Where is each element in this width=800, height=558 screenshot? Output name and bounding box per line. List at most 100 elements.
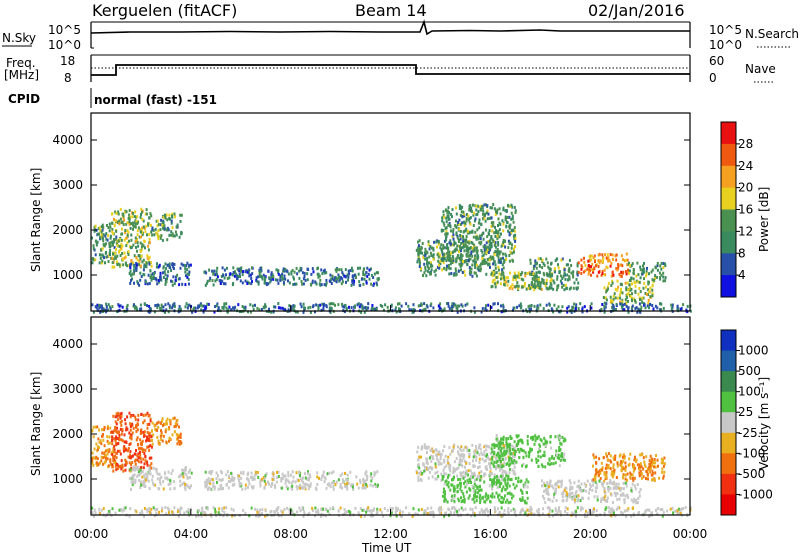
velocity-cell bbox=[625, 469, 627, 472]
power-cell bbox=[166, 238, 168, 241]
power-cell bbox=[479, 218, 481, 221]
velocity-cell bbox=[525, 484, 527, 487]
power-cell bbox=[312, 267, 314, 270]
power-cell bbox=[118, 305, 120, 308]
velocity-cell bbox=[120, 438, 122, 441]
velocity-cell bbox=[184, 467, 186, 470]
velocity-cell bbox=[285, 474, 287, 477]
power-cell bbox=[514, 245, 516, 248]
nave-tick-bottom: 0 bbox=[709, 71, 717, 85]
velocity-cell bbox=[625, 465, 627, 468]
velocity-cell bbox=[180, 436, 182, 439]
power-cell bbox=[474, 263, 476, 266]
velocity-cell bbox=[168, 428, 170, 431]
velocity-cell bbox=[356, 483, 358, 486]
power-cell bbox=[252, 305, 254, 308]
power-cell bbox=[665, 276, 667, 279]
power-cell bbox=[503, 305, 505, 308]
power-cell bbox=[653, 307, 655, 310]
power-cell bbox=[149, 256, 151, 259]
power-cell bbox=[165, 303, 167, 306]
power-cell bbox=[134, 210, 136, 213]
velocity-cell bbox=[166, 477, 168, 480]
power-cell bbox=[477, 210, 479, 213]
velocity-cell bbox=[463, 454, 465, 457]
power-cell bbox=[135, 240, 137, 243]
power-cell bbox=[620, 283, 622, 286]
velocity-cell bbox=[496, 434, 498, 437]
velocity-cell bbox=[474, 483, 476, 486]
velocity-cell bbox=[508, 501, 510, 504]
power-cell bbox=[188, 283, 190, 286]
velocity-cell bbox=[152, 443, 154, 446]
velocity-cell bbox=[144, 430, 146, 433]
power-cell bbox=[418, 244, 420, 247]
velocity-cell bbox=[135, 430, 137, 433]
power-cell bbox=[435, 241, 437, 244]
power-cell bbox=[333, 279, 335, 282]
power-cell bbox=[424, 254, 426, 257]
power-cell bbox=[369, 269, 371, 272]
velocity-cell bbox=[566, 491, 568, 494]
power-cell bbox=[652, 284, 654, 287]
velocity-cell bbox=[423, 463, 425, 466]
velocity-cell bbox=[463, 495, 465, 498]
velocity-cell bbox=[189, 486, 191, 489]
power-cell bbox=[141, 218, 143, 221]
power-cell bbox=[159, 278, 161, 281]
power-cell bbox=[620, 291, 622, 294]
velocity-cell bbox=[491, 451, 493, 454]
velocity-cell bbox=[569, 479, 571, 482]
velocity-cell bbox=[496, 438, 498, 441]
power-cell bbox=[102, 254, 104, 257]
velocity-cell bbox=[529, 450, 531, 453]
velocity-cell bbox=[568, 493, 570, 496]
power-cell bbox=[418, 304, 420, 307]
power-cell bbox=[132, 222, 134, 225]
power-cell bbox=[507, 204, 509, 207]
power-cell bbox=[156, 262, 158, 265]
velocity-cell bbox=[248, 483, 250, 486]
power-cell bbox=[319, 304, 321, 307]
nsearch-tick-top: 10^5 bbox=[709, 23, 742, 37]
power-cell bbox=[540, 287, 542, 290]
power-cell bbox=[659, 272, 661, 275]
velocity-cell bbox=[654, 461, 656, 464]
power-cell bbox=[457, 221, 459, 224]
power-cell bbox=[337, 303, 339, 306]
power-cell bbox=[504, 240, 506, 243]
power-cell bbox=[122, 213, 124, 216]
power-cell bbox=[548, 287, 550, 290]
power-cell bbox=[369, 278, 371, 281]
velocity-cell bbox=[589, 488, 591, 491]
power-cell bbox=[115, 219, 117, 222]
power-cell bbox=[420, 302, 422, 305]
power-cell bbox=[610, 265, 612, 268]
power-cell bbox=[677, 306, 679, 309]
power-cell bbox=[364, 306, 366, 309]
velocity-cell bbox=[264, 474, 266, 477]
power-cell bbox=[405, 302, 407, 305]
power-cell bbox=[547, 266, 549, 269]
power-cell bbox=[164, 270, 166, 273]
velocity-cell bbox=[132, 432, 134, 435]
power-cell bbox=[257, 275, 259, 278]
power-cell bbox=[639, 302, 641, 305]
power-cell bbox=[95, 253, 97, 256]
velocity-cell bbox=[477, 475, 479, 478]
power-cell bbox=[116, 212, 118, 215]
velocity-cell bbox=[98, 429, 100, 432]
velocity-cell bbox=[562, 499, 564, 502]
power-cell bbox=[122, 258, 124, 261]
power-cell bbox=[125, 244, 127, 247]
nsky-panel: N.Sky 10^5 10^0 10^5 10^0 N.Search bbox=[2, 22, 799, 52]
velocity-cell bbox=[614, 469, 616, 472]
power-cell bbox=[536, 267, 538, 270]
power-cell bbox=[441, 219, 443, 222]
power-cell bbox=[380, 304, 382, 307]
power-cell bbox=[318, 307, 320, 310]
velocity-cell bbox=[129, 456, 131, 459]
power-cell bbox=[110, 241, 112, 244]
velocity-cell bbox=[251, 472, 253, 475]
power-cell bbox=[659, 278, 661, 281]
